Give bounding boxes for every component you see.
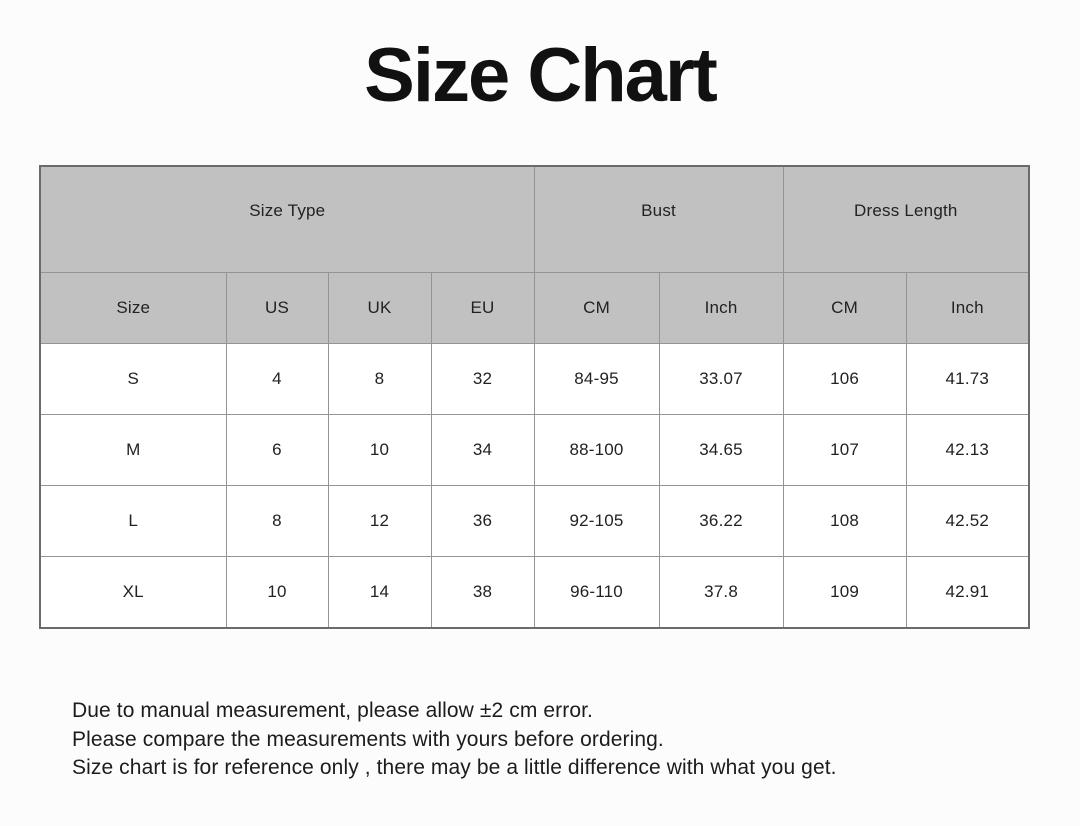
cell-us: 10 (225, 556, 329, 629)
column-header-length-cm: CM (782, 272, 907, 344)
column-header-size: Size (39, 272, 227, 344)
column-header-bust-inch: Inch (658, 272, 784, 344)
size-chart-page: Size Chart Size Type Bust Dress Length S… (0, 36, 1080, 783)
group-header-row: Size Type Bust Dress Length (39, 165, 1030, 273)
cell-length-inch: 42.52 (905, 485, 1030, 557)
cell-us: 8 (225, 485, 329, 557)
cell-size: S (39, 343, 227, 415)
cell-bust-inch: 33.07 (658, 343, 784, 415)
cell-size: XL (39, 556, 227, 629)
cell-bust-cm: 88-100 (533, 414, 660, 486)
cell-bust-cm: 84-95 (533, 343, 660, 415)
cell-size: L (39, 485, 227, 557)
page-title: Size Chart (364, 33, 718, 118)
cell-size: M (39, 414, 227, 486)
column-header-length-inch: Inch (905, 272, 1030, 344)
cell-length-inch: 42.91 (905, 556, 1030, 629)
size-row-l: L 8 12 36 92-105 36.22 108 42.52 (39, 485, 1030, 557)
cell-length-inch: 41.73 (905, 343, 1030, 415)
column-header-bust-cm: CM (533, 272, 660, 344)
cell-length-inch: 42.13 (905, 414, 1030, 486)
cell-us: 6 (225, 414, 329, 486)
note-compare-measurements: Please compare the measurements with you… (72, 727, 664, 751)
cell-eu: 34 (430, 414, 535, 486)
cell-eu: 36 (430, 485, 535, 557)
group-header-bust: Bust (533, 165, 784, 273)
disclaimer-notes: Due to manual measurement, please allow … (72, 697, 1080, 783)
cell-us: 4 (225, 343, 329, 415)
cell-bust-inch: 34.65 (658, 414, 784, 486)
cell-length-cm: 108 (782, 485, 907, 557)
cell-bust-inch: 37.8 (658, 556, 784, 629)
note-measurement-error: Due to manual measurement, please allow … (72, 699, 593, 722)
cell-bust-cm: 96-110 (533, 556, 660, 629)
group-header-dress-length: Dress Length (782, 165, 1030, 273)
size-chart-table: Size Type Bust Dress Length Size US UK E… (39, 165, 1031, 629)
column-header-eu: EU (430, 272, 535, 344)
cell-eu: 32 (430, 343, 535, 415)
cell-uk: 8 (327, 343, 432, 415)
size-row-s: S 4 8 32 84-95 33.07 106 41.73 (39, 343, 1030, 415)
cell-uk: 14 (327, 556, 432, 629)
size-row-xl: XL 10 14 38 96-110 37.8 109 42.91 (39, 556, 1030, 629)
size-row-m: M 6 10 34 88-100 34.65 107 42.13 (39, 414, 1030, 486)
cell-eu: 38 (430, 556, 535, 629)
cell-bust-inch: 36.22 (658, 485, 784, 557)
cell-uk: 12 (327, 485, 432, 557)
group-header-size-type: Size Type (39, 165, 535, 273)
column-header-us: US (225, 272, 329, 344)
cell-length-cm: 109 (782, 556, 907, 629)
cell-length-cm: 107 (782, 414, 907, 486)
column-header-uk: UK (327, 272, 432, 344)
note-reference-only: Size chart is for reference only , there… (72, 756, 837, 779)
cell-uk: 10 (327, 414, 432, 486)
cell-length-cm: 106 (782, 343, 907, 415)
cell-bust-cm: 92-105 (533, 485, 660, 557)
column-header-row: Size US UK EU CM Inch CM Inch (39, 272, 1030, 344)
